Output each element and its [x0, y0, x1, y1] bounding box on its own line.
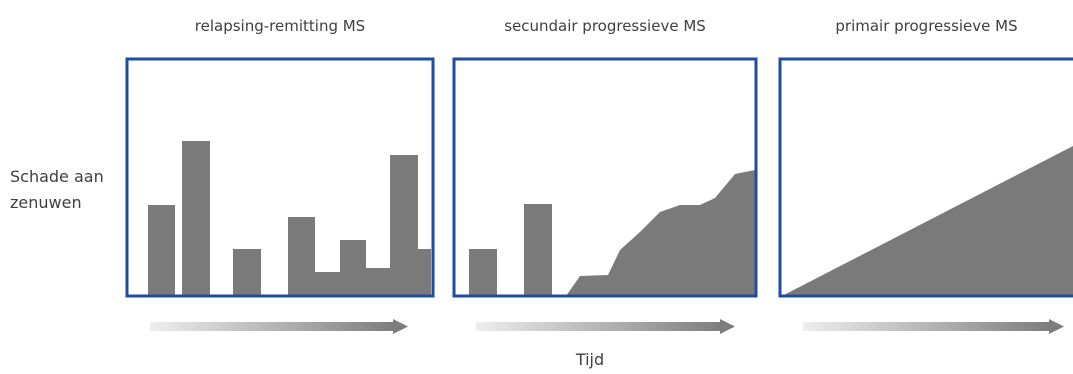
panel-frame	[125, 57, 435, 298]
relapse-bar	[148, 205, 175, 296]
time-arrow	[803, 319, 1064, 334]
panel-title-secundair-progressief: secundair progressieve MS	[504, 17, 706, 35]
panel-primair-progressief	[778, 57, 1073, 298]
relapse-bar	[469, 249, 497, 296]
x-axis-label: Tijd	[575, 350, 605, 369]
time-arrow	[476, 319, 735, 334]
relapse-bar	[233, 249, 261, 296]
progression-area	[566, 170, 755, 296]
panel-frame-open	[778, 57, 1073, 298]
relapse-bar	[288, 155, 431, 296]
panel-frame	[452, 57, 758, 298]
progression-area	[782, 146, 1073, 296]
y-axis-label: Schade aan zenuwen	[10, 167, 104, 212]
relapse-bar	[182, 141, 210, 296]
panel-title-primair-progressief: primair progressieve MS	[835, 17, 1018, 35]
time-arrow	[150, 319, 408, 334]
panel-title-relapsing-remitting: relapsing-remitting MS	[194, 17, 366, 35]
panel-secundair-progressief	[452, 57, 758, 298]
relapse-bar	[524, 204, 552, 296]
panel-relapsing-remitting	[125, 57, 435, 298]
